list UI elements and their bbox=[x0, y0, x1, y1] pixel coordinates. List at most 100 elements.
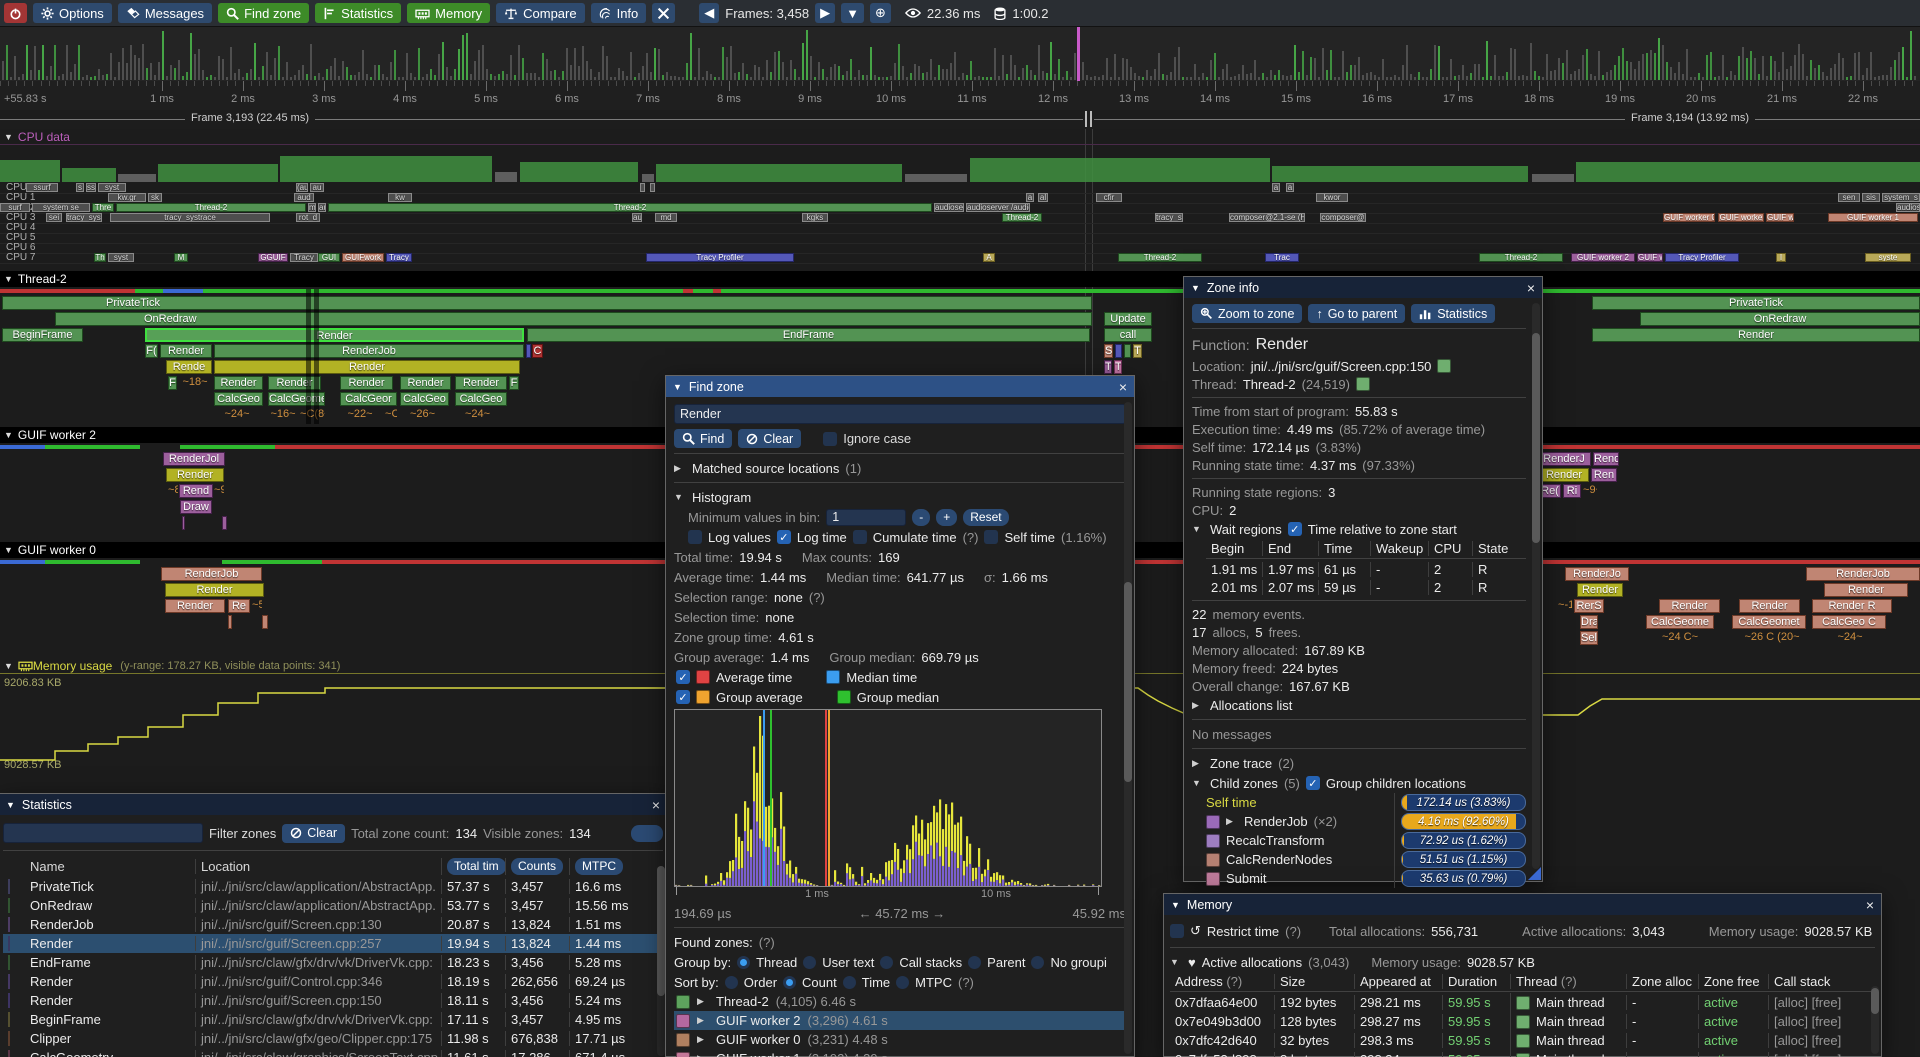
frame-bar[interactable] bbox=[1814, 68, 1816, 80]
frame-bar[interactable] bbox=[538, 77, 540, 80]
statistics-row[interactable]: EndFrame jni/../jni/src/claw/gfx/drv/vk/D… bbox=[3, 953, 663, 972]
statistics-row[interactable]: CalcGeometryjni/../jni/src/claw/graphics… bbox=[3, 1048, 663, 1057]
frame-bar[interactable] bbox=[1482, 77, 1484, 80]
frame-bar[interactable] bbox=[1882, 75, 1884, 80]
cpu-zone[interactable]: system_s bbox=[1882, 193, 1920, 202]
frame-bar[interactable] bbox=[1402, 65, 1404, 80]
frame-bar[interactable] bbox=[1822, 72, 1824, 80]
timeline-zone[interactable]: Render bbox=[166, 468, 224, 482]
frame-bar[interactable] bbox=[514, 75, 516, 80]
timeline-zone[interactable]: T bbox=[1104, 360, 1112, 374]
self-time-checkbox[interactable] bbox=[984, 530, 999, 544]
zone-info-scrollbar[interactable] bbox=[1532, 303, 1540, 869]
frame-bar[interactable] bbox=[130, 45, 132, 80]
frame-bar[interactable] bbox=[1014, 65, 1016, 80]
frame-bar[interactable] bbox=[1178, 47, 1180, 80]
search-input[interactable]: Render bbox=[674, 404, 1126, 424]
frame-bar[interactable] bbox=[1342, 51, 1344, 80]
memory-allocation-row[interactable]: 0x7dfaa64e00 192 bytes 298.21 ms 59.95 s Mai… bbox=[1170, 993, 1875, 1012]
frame-bar[interactable] bbox=[174, 68, 176, 80]
timeline-zone[interactable]: Render bbox=[340, 376, 393, 390]
frame-bar[interactable] bbox=[338, 76, 340, 80]
collapse-icon[interactable]: ▼ bbox=[1171, 899, 1180, 910]
cpu-zone[interactable]: Tracy bbox=[290, 253, 318, 262]
frame-bar[interactable] bbox=[474, 61, 476, 80]
frame-bar[interactable] bbox=[342, 61, 344, 80]
cpu-zone[interactable]: s bbox=[76, 183, 84, 192]
frame-bar[interactable] bbox=[182, 76, 184, 80]
timeline-zone[interactable]: Re( bbox=[1539, 484, 1561, 498]
frame-bar[interactable] bbox=[138, 58, 140, 80]
cpu-zone[interactable]: ss bbox=[86, 183, 96, 192]
frame-bar[interactable] bbox=[106, 74, 108, 80]
frame-bar[interactable] bbox=[1430, 69, 1432, 80]
frame-bar[interactable] bbox=[218, 56, 220, 80]
cpu-zone[interactable]: audios bbox=[1896, 203, 1920, 212]
frame-bar[interactable] bbox=[1578, 69, 1580, 80]
frame-bar[interactable] bbox=[406, 53, 408, 80]
timeline-zone[interactable]: C(8 bbox=[300, 408, 325, 422]
memory-allocation-row[interactable]: 0x7dfc42d640 32 bytes 298.3 ms 59.95 s Main … bbox=[1170, 1031, 1875, 1050]
frame-bar[interactable] bbox=[82, 77, 84, 80]
child-zones-row[interactable]: ▼ Child zones (5) ✓ Group children locations bbox=[1192, 773, 1526, 793]
frame-bar[interactable] bbox=[1622, 48, 1624, 80]
frame-bar[interactable] bbox=[726, 57, 728, 80]
frame-bar[interactable] bbox=[238, 69, 240, 80]
frame-bar[interactable] bbox=[1502, 76, 1504, 80]
frame-bar[interactable] bbox=[150, 63, 152, 80]
frame-bar[interactable] bbox=[1058, 59, 1060, 80]
frame-bar[interactable] bbox=[462, 35, 464, 80]
frame-bar[interactable] bbox=[258, 77, 260, 80]
collapse-icon[interactable]: ▼ bbox=[4, 430, 13, 440]
collapse-icon[interactable]: ▼ bbox=[4, 660, 13, 671]
cpu-zone[interactable]: tracy_systrace bbox=[1155, 213, 1183, 222]
frame-bar[interactable] bbox=[906, 77, 908, 80]
frame-bar[interactable] bbox=[1790, 66, 1792, 80]
frame-bar[interactable] bbox=[622, 71, 624, 80]
timeline-zone[interactable]: CalcGeor bbox=[340, 392, 397, 406]
cpu-zone[interactable]: Thre bbox=[92, 203, 114, 212]
frame-bar[interactable] bbox=[358, 72, 360, 80]
cpu-zone[interactable] bbox=[650, 183, 655, 192]
frame-bar[interactable] bbox=[1274, 75, 1276, 80]
frame-bar[interactable] bbox=[902, 66, 904, 80]
frame-bar[interactable] bbox=[714, 77, 716, 80]
memory-col-header[interactable]: Size bbox=[1274, 974, 1354, 989]
cpu-zone[interactable]: syst bbox=[98, 183, 126, 192]
frame-bar[interactable] bbox=[1850, 76, 1852, 80]
timeline-zone[interactable]: Render bbox=[165, 583, 264, 597]
frame-bar[interactable] bbox=[1182, 77, 1184, 80]
frame-bar[interactable] bbox=[1542, 77, 1544, 80]
frame-bar[interactable] bbox=[558, 77, 560, 80]
found-zone-group-row[interactable]: ▶GUIF worker 1(3,192) 4.39 s bbox=[674, 1049, 1126, 1057]
frame-bar[interactable] bbox=[1510, 48, 1512, 80]
timeline-zone[interactable]: OnRedraw bbox=[1640, 312, 1920, 326]
memory-col-header[interactable]: Zone alloc bbox=[1626, 974, 1698, 989]
frame-bar[interactable] bbox=[766, 60, 768, 80]
frame-bar[interactable] bbox=[534, 73, 536, 80]
options-button[interactable]: Options bbox=[33, 3, 112, 23]
frame-bar[interactable] bbox=[1354, 65, 1356, 80]
frame-bar[interactable] bbox=[1722, 55, 1724, 80]
frame-bar[interactable] bbox=[1322, 48, 1324, 80]
frame-bar[interactable] bbox=[366, 74, 368, 80]
timeline-zone[interactable]: Rend bbox=[179, 484, 213, 498]
frame-bar[interactable] bbox=[1550, 71, 1552, 80]
frame-bar[interactable] bbox=[1694, 77, 1696, 80]
log-time-checkbox[interactable]: ✓ bbox=[776, 530, 791, 544]
frame-bar[interactable] bbox=[254, 43, 256, 80]
timeline-zone[interactable]: call bbox=[1104, 328, 1152, 342]
frame-bar[interactable] bbox=[510, 55, 512, 80]
zone-trace-row[interactable]: ▶ Zone trace (2) bbox=[1192, 753, 1526, 773]
frame-bar[interactable] bbox=[478, 50, 480, 80]
cpu-zone[interactable]: Thread-2 bbox=[1002, 213, 1042, 222]
frame-bar[interactable] bbox=[762, 77, 764, 80]
frame-bar[interactable] bbox=[1554, 70, 1556, 80]
frame-bar[interactable] bbox=[1818, 65, 1820, 80]
frame-bar[interactable] bbox=[402, 77, 404, 80]
frame-bar[interactable] bbox=[1630, 62, 1632, 80]
frame-bar[interactable] bbox=[1350, 65, 1352, 80]
frame-bar[interactable] bbox=[286, 62, 288, 80]
cpu-zone[interactable]: Thread-2 bbox=[1479, 253, 1563, 262]
restrict-time-checkbox[interactable] bbox=[1170, 924, 1184, 938]
